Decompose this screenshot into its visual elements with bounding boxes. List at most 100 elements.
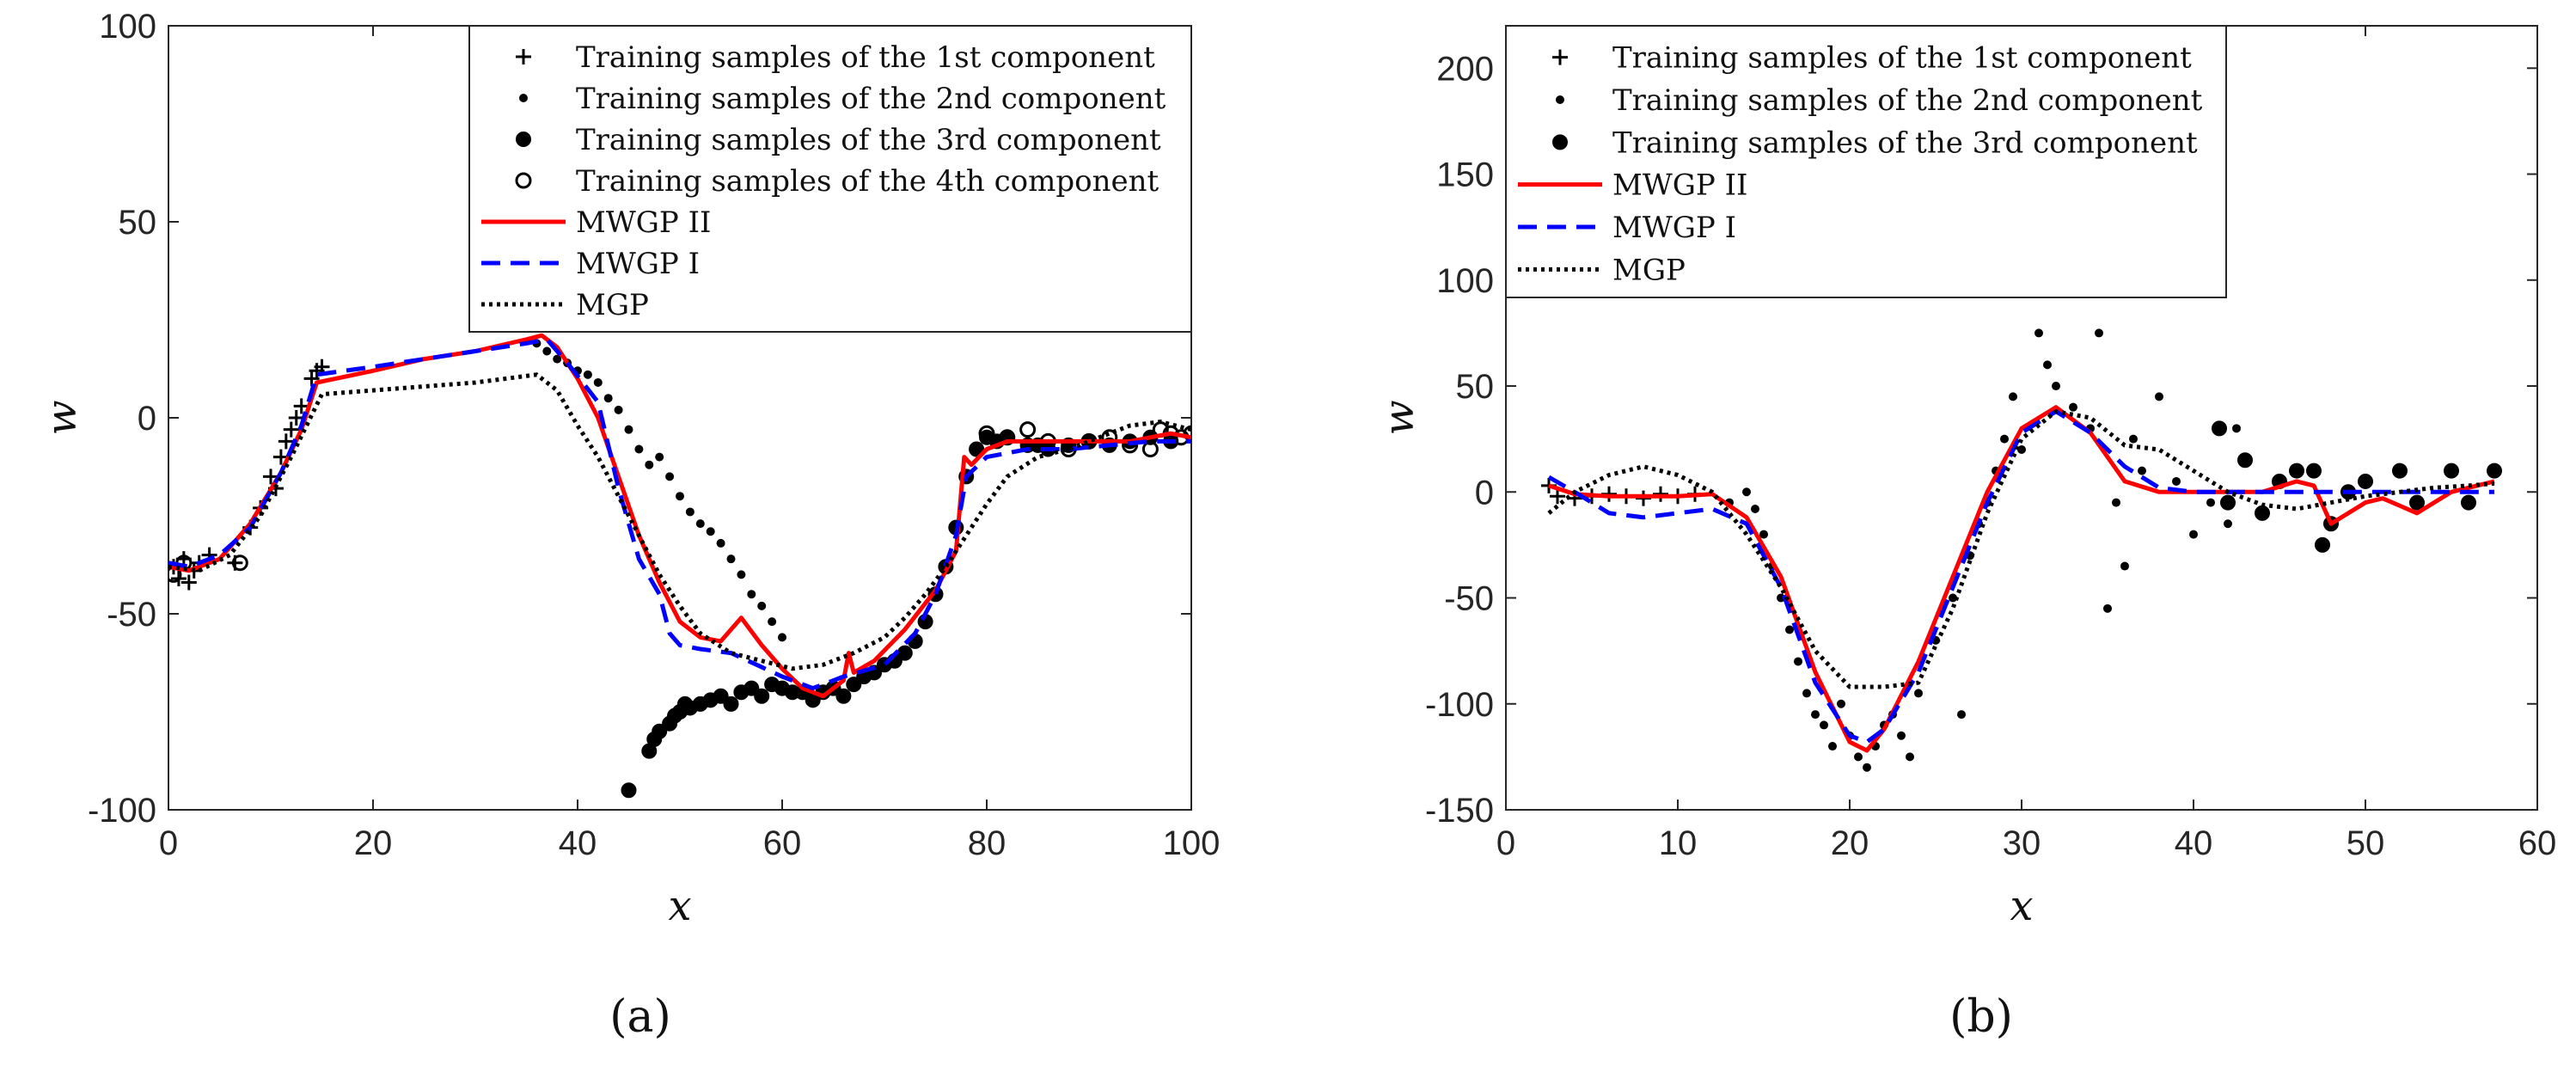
x-tick-label: 0 xyxy=(1496,824,1515,862)
data-point-dot xyxy=(685,507,694,517)
legend: Training samples of the 1st component Tra… xyxy=(1505,25,2227,298)
y-tick-label: -100 xyxy=(88,792,156,830)
legend-label: MGP xyxy=(576,288,649,322)
data-point-dot xyxy=(1811,710,1820,720)
data-point-dot xyxy=(1897,731,1906,740)
data-point-dot xyxy=(1742,487,1751,497)
x-tick-label: 30 xyxy=(2003,824,2041,862)
data-point-dot xyxy=(1751,504,1759,513)
data-point-dot xyxy=(726,554,736,564)
data-point-plus xyxy=(283,421,299,438)
legend-label: Training samples of the 1st component xyxy=(576,40,1155,75)
data-point-star xyxy=(723,695,739,712)
chart-panel-b: 0 10 20 30 40 50 60 -150 -100 -50 0 50 100 150 200 x w Tr… xyxy=(1375,25,2557,1043)
y-tick-label: 50 xyxy=(1456,368,1495,406)
data-point-dot xyxy=(2224,519,2232,529)
legend-label: Training samples of the 3rd component xyxy=(576,123,1161,157)
y-tick-label: 100 xyxy=(1436,262,1494,300)
data-point-dot xyxy=(2172,476,2181,486)
data-point-dot xyxy=(2120,561,2129,571)
data-point-plus xyxy=(263,469,278,485)
x-tick-label: 40 xyxy=(559,824,597,862)
data-point-dot xyxy=(1854,752,1863,762)
data-point-star xyxy=(743,680,760,696)
data-point-star xyxy=(896,645,913,661)
data-point-plus xyxy=(1550,488,1565,505)
data-point-dot xyxy=(2232,424,2241,433)
data-point-star xyxy=(835,688,852,704)
x-tick-label: 60 xyxy=(2518,824,2557,862)
chart-panel-a: 0 20 40 60 80 100 -100 -50 0 50 100 x w Training samp… xyxy=(38,8,1220,1043)
legend-label: Training samples of the 3rd component xyxy=(1612,126,2198,160)
data-point-dot xyxy=(676,492,684,501)
y-axis-label: w xyxy=(38,400,86,435)
data-layer xyxy=(168,333,1191,799)
data-point-plus xyxy=(278,433,294,450)
legend-label: MWGP I xyxy=(1612,211,1736,245)
y-tick-label: 200 xyxy=(1436,50,1494,88)
data-point-dot xyxy=(553,354,562,364)
data-point-plus xyxy=(303,371,320,387)
data-point-plus xyxy=(293,398,309,414)
data-point-dot xyxy=(1949,593,1957,603)
data-point-star xyxy=(2444,463,2459,479)
x-tick-label: 80 xyxy=(968,824,1007,862)
data-point-dot xyxy=(542,346,552,356)
x-axis-label: x xyxy=(2010,882,2033,930)
scatter-series-dot xyxy=(532,339,786,642)
legend-key-marker xyxy=(515,172,532,189)
x-axis-label: x xyxy=(668,882,691,930)
legend-key-marker xyxy=(1552,134,1568,150)
data-point-dot xyxy=(747,590,756,599)
data-point-dot xyxy=(1837,699,1845,708)
data-point-dot xyxy=(1820,720,1828,730)
data-point-dot xyxy=(768,617,777,627)
data-point-star xyxy=(2289,463,2304,479)
data-point-dot xyxy=(2069,402,2077,412)
x-tick-label: 20 xyxy=(1831,824,1869,862)
x-tick-label: 20 xyxy=(354,824,393,862)
data-point-dot xyxy=(593,377,603,387)
data-point-star xyxy=(621,782,637,799)
data-point-dot xyxy=(645,460,654,469)
data-point-dot xyxy=(2052,382,2060,391)
data-point-dot xyxy=(2009,392,2017,401)
y-tick-label: 50 xyxy=(119,204,157,242)
data-point-star xyxy=(2392,463,2408,479)
data-point-star xyxy=(2255,505,2270,521)
data-point-circle xyxy=(231,554,248,572)
legend-key-marker xyxy=(1556,95,1564,104)
data-point-dot xyxy=(778,633,786,642)
legend-label: Training samples of the 4th component xyxy=(576,164,1160,199)
data-point-star xyxy=(2315,536,2330,553)
x-tick-label: 50 xyxy=(2347,824,2385,862)
data-point-dot xyxy=(2129,434,2138,444)
data-point-star xyxy=(969,441,985,457)
legend-box xyxy=(468,25,1192,333)
legend-key-marker xyxy=(516,132,531,147)
y-axis-label: w xyxy=(1375,400,1423,435)
data-point-star xyxy=(2358,473,2373,489)
data-point-dot xyxy=(2000,434,2009,444)
data-point-dot xyxy=(1957,710,1966,720)
data-point-dot xyxy=(655,452,664,462)
data-point-dot xyxy=(1794,657,1802,666)
data-point-dot xyxy=(2155,392,2163,401)
data-point-dot xyxy=(1785,625,1794,634)
data-point-dot xyxy=(706,527,715,536)
x-tick-label: 10 xyxy=(1659,824,1698,862)
data-point-star xyxy=(754,688,770,704)
y-tick-label: -50 xyxy=(107,596,156,634)
data-point-dot xyxy=(2112,498,2120,507)
data-point-dot xyxy=(1759,530,1768,539)
legend-label: MWGP II xyxy=(576,205,711,240)
data-point-dot xyxy=(634,444,644,454)
data-point-dot xyxy=(1906,752,1914,762)
x-tick-label: 60 xyxy=(763,824,802,862)
x-tick-label: 100 xyxy=(1163,824,1221,862)
data-point-plus xyxy=(181,574,197,591)
data-point-dot xyxy=(2206,498,2215,507)
legend-key-marker xyxy=(1552,49,1568,65)
data-point-star xyxy=(2212,420,2227,437)
data-point-star xyxy=(2487,463,2502,479)
